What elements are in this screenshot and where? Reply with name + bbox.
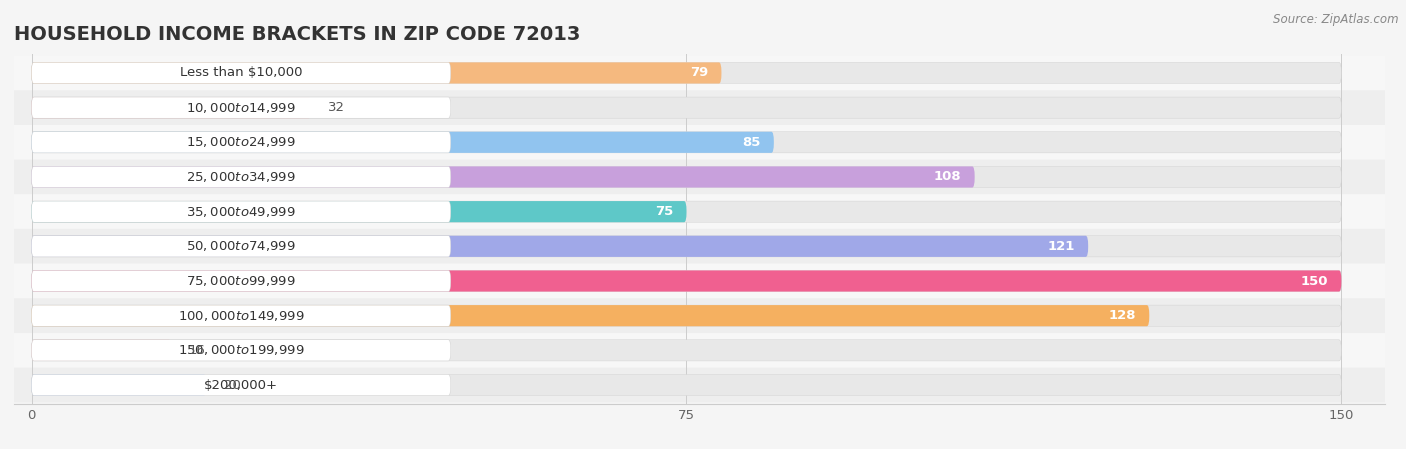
Text: 16: 16 — [188, 344, 205, 357]
Text: $25,000 to $34,999: $25,000 to $34,999 — [186, 170, 295, 184]
FancyBboxPatch shape — [31, 374, 1341, 396]
Text: $35,000 to $49,999: $35,000 to $49,999 — [186, 205, 295, 219]
FancyBboxPatch shape — [31, 374, 207, 396]
FancyBboxPatch shape — [31, 201, 451, 222]
FancyBboxPatch shape — [31, 236, 451, 257]
Text: $200,000+: $200,000+ — [204, 379, 278, 392]
FancyBboxPatch shape — [0, 194, 1406, 229]
FancyBboxPatch shape — [31, 374, 451, 396]
FancyBboxPatch shape — [0, 160, 1406, 194]
FancyBboxPatch shape — [31, 340, 451, 361]
FancyBboxPatch shape — [0, 298, 1406, 333]
Text: $150,000 to $199,999: $150,000 to $199,999 — [177, 343, 304, 357]
FancyBboxPatch shape — [31, 340, 172, 361]
FancyBboxPatch shape — [31, 201, 686, 222]
FancyBboxPatch shape — [31, 270, 451, 291]
Text: 79: 79 — [690, 66, 709, 79]
FancyBboxPatch shape — [31, 270, 1341, 291]
FancyBboxPatch shape — [31, 167, 974, 188]
FancyBboxPatch shape — [31, 62, 721, 84]
Text: 121: 121 — [1047, 240, 1076, 253]
Text: $75,000 to $99,999: $75,000 to $99,999 — [186, 274, 295, 288]
Text: 20: 20 — [224, 379, 240, 392]
FancyBboxPatch shape — [31, 62, 451, 84]
FancyBboxPatch shape — [31, 132, 1341, 153]
FancyBboxPatch shape — [0, 56, 1406, 90]
FancyBboxPatch shape — [31, 236, 1088, 257]
FancyBboxPatch shape — [0, 368, 1406, 402]
Text: $100,000 to $149,999: $100,000 to $149,999 — [177, 308, 304, 323]
FancyBboxPatch shape — [31, 167, 1341, 188]
FancyBboxPatch shape — [31, 305, 1341, 326]
FancyBboxPatch shape — [31, 167, 451, 188]
FancyBboxPatch shape — [31, 132, 773, 153]
Text: 32: 32 — [329, 101, 346, 114]
Text: $10,000 to $14,999: $10,000 to $14,999 — [186, 101, 295, 114]
FancyBboxPatch shape — [0, 264, 1406, 298]
FancyBboxPatch shape — [0, 90, 1406, 125]
FancyBboxPatch shape — [0, 125, 1406, 160]
Text: Less than $10,000: Less than $10,000 — [180, 66, 302, 79]
FancyBboxPatch shape — [31, 97, 1341, 118]
FancyBboxPatch shape — [31, 305, 1149, 326]
FancyBboxPatch shape — [31, 340, 1341, 361]
FancyBboxPatch shape — [31, 62, 1341, 84]
FancyBboxPatch shape — [31, 97, 451, 118]
FancyBboxPatch shape — [31, 270, 1341, 291]
FancyBboxPatch shape — [31, 236, 1341, 257]
FancyBboxPatch shape — [31, 132, 451, 153]
Text: Source: ZipAtlas.com: Source: ZipAtlas.com — [1274, 13, 1399, 26]
Text: HOUSEHOLD INCOME BRACKETS IN ZIP CODE 72013: HOUSEHOLD INCOME BRACKETS IN ZIP CODE 72… — [14, 25, 581, 44]
Text: 85: 85 — [742, 136, 761, 149]
FancyBboxPatch shape — [31, 305, 451, 326]
FancyBboxPatch shape — [0, 333, 1406, 368]
FancyBboxPatch shape — [0, 229, 1406, 264]
FancyBboxPatch shape — [31, 97, 311, 118]
Text: 128: 128 — [1108, 309, 1136, 322]
Text: 108: 108 — [934, 171, 962, 184]
Text: $15,000 to $24,999: $15,000 to $24,999 — [186, 135, 295, 150]
FancyBboxPatch shape — [31, 201, 1341, 222]
Text: 150: 150 — [1301, 274, 1329, 287]
Text: $50,000 to $74,999: $50,000 to $74,999 — [186, 239, 295, 253]
Text: 75: 75 — [655, 205, 673, 218]
